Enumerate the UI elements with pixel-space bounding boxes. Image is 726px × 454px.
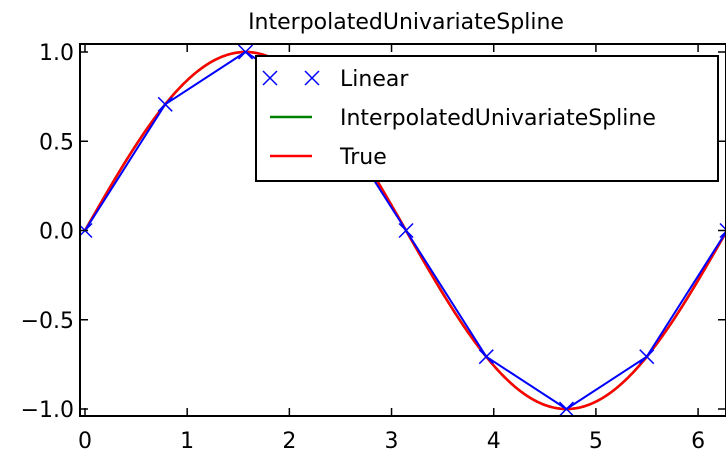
y-tick-label: −1.0: [21, 398, 74, 423]
linear-marker: [237, 44, 254, 60]
legend-label: True: [339, 145, 387, 170]
axes-frame: [79, 43, 726, 417]
chart-title: InterpolatedUnivariateSpline: [248, 10, 564, 35]
legend-label: Linear: [340, 67, 409, 92]
y-tick-label: 0.0: [39, 220, 74, 245]
x-tick-label: 1: [180, 429, 194, 454]
y-tick-label: −0.5: [21, 309, 74, 334]
linear-marker: [639, 349, 655, 365]
legend-box: [255, 55, 719, 182]
x-tick-label: 6: [691, 429, 705, 454]
legend-linear-marker: [262, 70, 278, 86]
y-tick-label: 1.0: [39, 41, 74, 66]
linear-marker: [558, 401, 575, 416]
tick-labels: 0 1 2 3 4 5 6 1.0 0.5 0.0 −0.5 −1.0: [21, 41, 706, 454]
linear-marker: [478, 349, 494, 365]
x-tick-label: 4: [487, 429, 501, 454]
x-tick-label: 0: [78, 429, 92, 454]
linear-marker: [398, 222, 414, 239]
linear-marker: [157, 96, 173, 112]
legend-linear-marker: [304, 70, 320, 86]
y-tick-label: 0.5: [39, 130, 74, 155]
x-tick-label: 2: [282, 429, 296, 454]
axis-ticks: [80, 44, 726, 416]
plot-area: [80, 44, 726, 416]
x-tick-label: 5: [589, 429, 603, 454]
x-tick-label: 3: [385, 429, 399, 454]
linear-marker: [719, 222, 726, 239]
legend-label: InterpolatedUnivariateSpline: [340, 106, 656, 131]
legend: Linear InterpolatedUnivariateSpline True: [255, 55, 719, 182]
